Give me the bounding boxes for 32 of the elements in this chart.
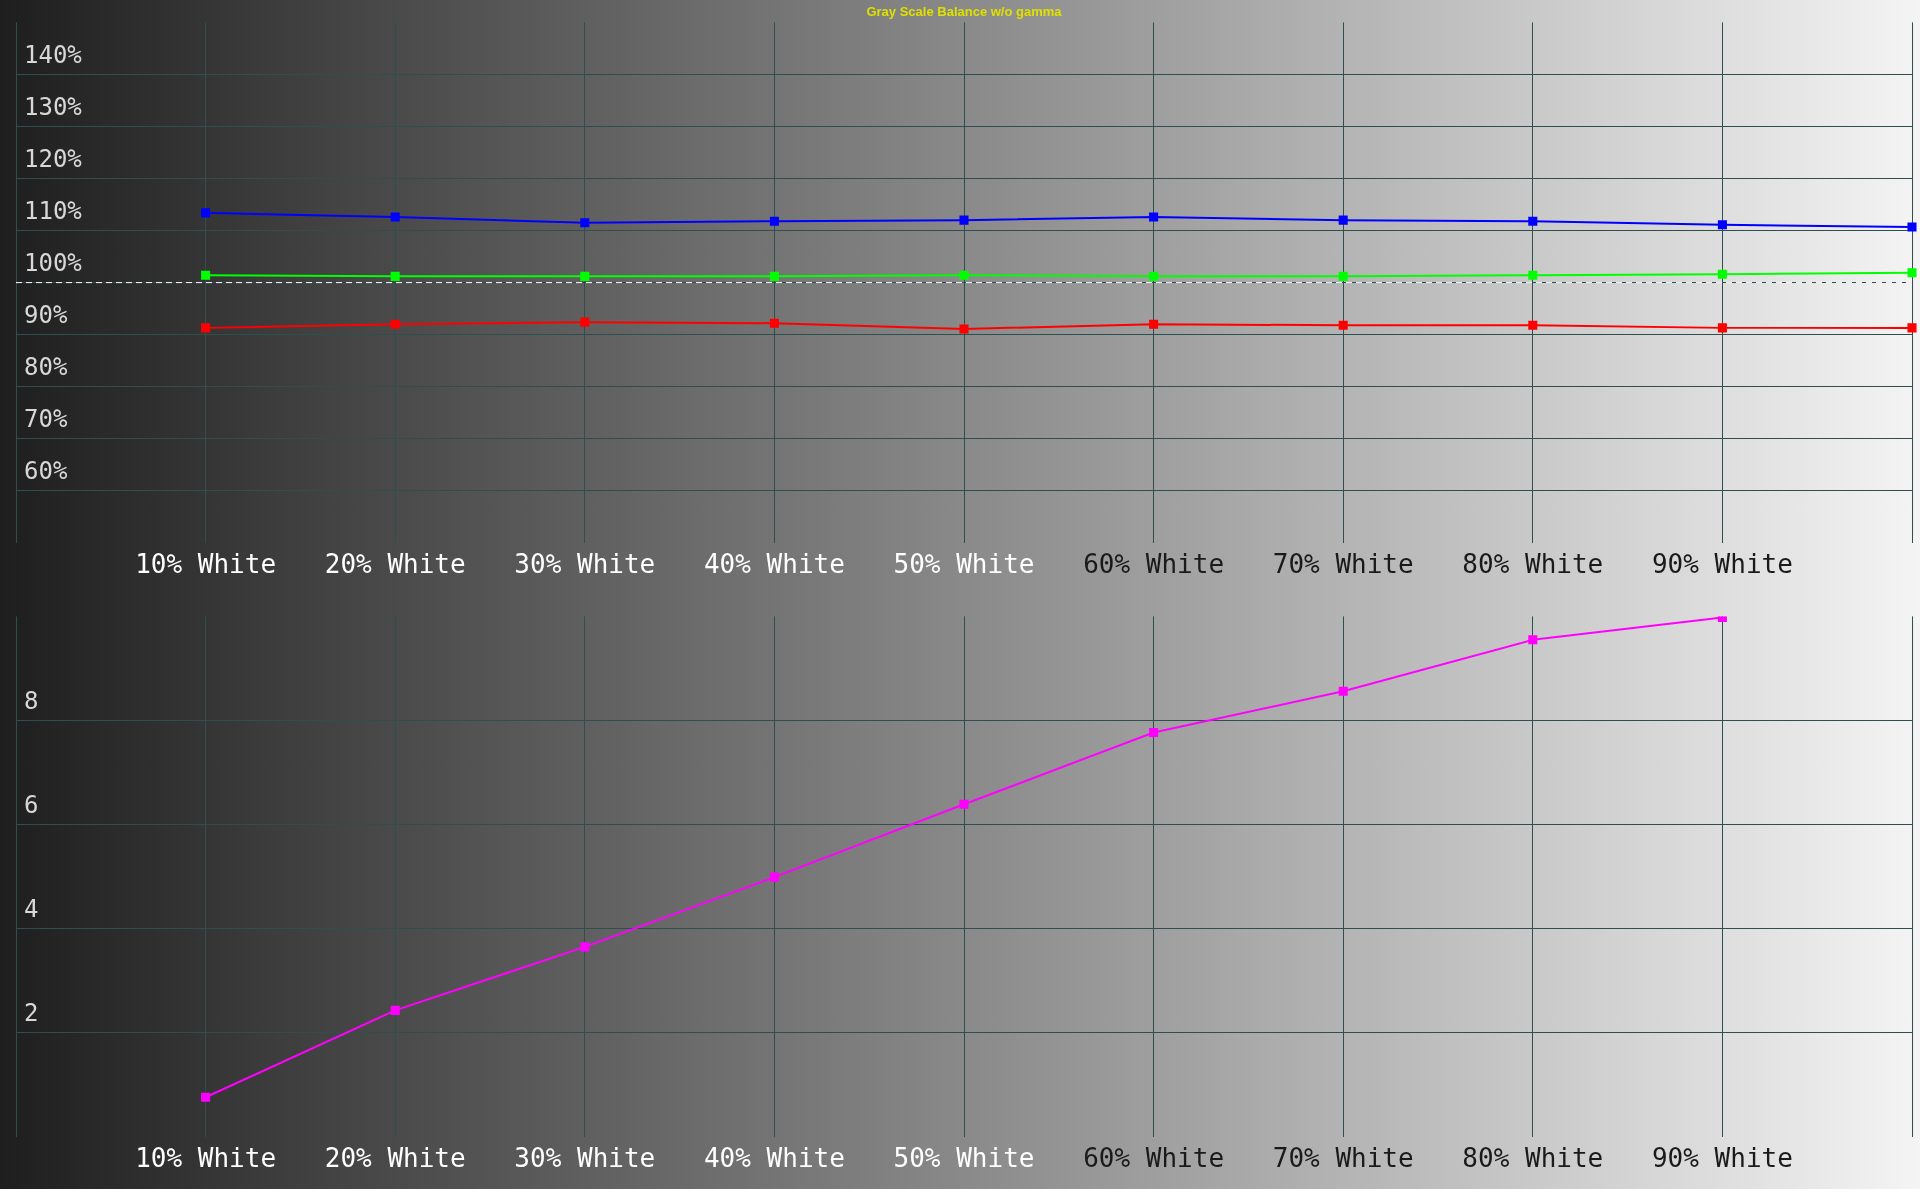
x-tick-label: 70% White <box>1272 1143 1414 1174</box>
x-tick-label: 20% White <box>324 549 466 580</box>
y-tick-label: 2 <box>24 998 39 1027</box>
x-tick-label: 50% White <box>893 1143 1035 1174</box>
y-tick-label: 4 <box>24 894 39 923</box>
y-tick-label: 90% <box>24 300 68 329</box>
y-tick-label: 70% <box>24 404 68 433</box>
x-tick-label: 60% White <box>1083 1143 1225 1174</box>
y-tick-label: 60% <box>24 456 68 485</box>
y-tick-label: 120% <box>24 144 83 173</box>
x-tick-label: 10% White <box>135 549 277 580</box>
y-tick-label: 130% <box>24 92 83 121</box>
y-tick-label: 80% <box>24 352 68 381</box>
y-tick-label: 110% <box>24 196 83 225</box>
y-tick-label: 8 <box>24 686 39 715</box>
x-tick-label: 70% White <box>1272 549 1414 580</box>
x-tick-label: 80% White <box>1462 549 1604 580</box>
x-tick-label: 90% White <box>1651 549 1793 580</box>
x-tick-label: 30% White <box>514 1143 656 1174</box>
x-tick-label: 30% White <box>514 549 656 580</box>
x-tick-label: 40% White <box>703 1143 845 1174</box>
x-tick-label: 80% White <box>1462 1143 1604 1174</box>
x-tick-label: 40% White <box>703 549 845 580</box>
x-tick-label: 50% White <box>893 549 1035 580</box>
x-tick-label: 20% White <box>324 1143 466 1174</box>
x-tick-label: 90% White <box>1651 1143 1793 1174</box>
y-tick-label: 6 <box>24 790 39 819</box>
x-tick-label: 10% White <box>135 1143 277 1174</box>
y-tick-label: 140% <box>24 40 83 69</box>
chart-title: Gray Scale Balance w/o gamma <box>866 4 1063 20</box>
x-tick-label: 60% White <box>1083 549 1225 580</box>
y-tick-label: 100% <box>24 248 83 277</box>
